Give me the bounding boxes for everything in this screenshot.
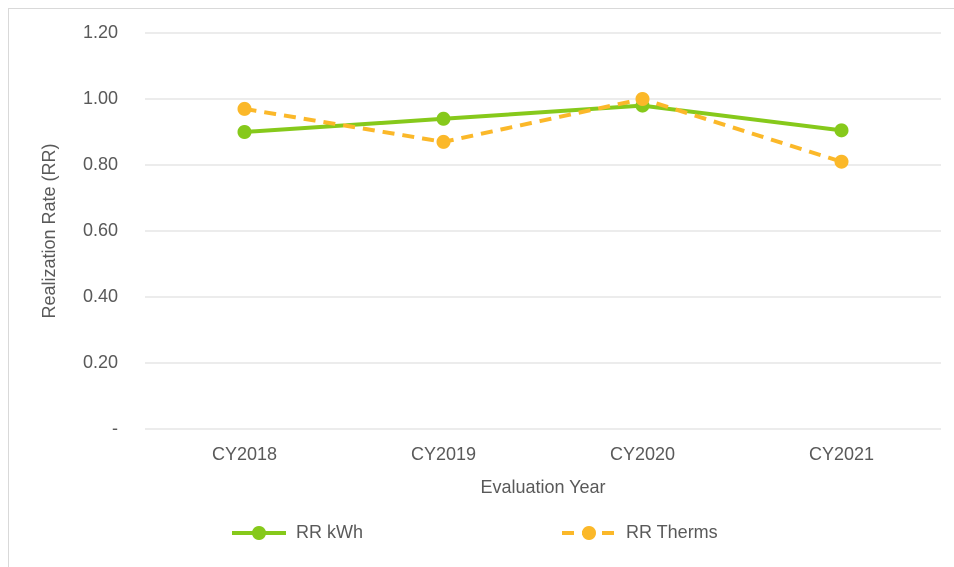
legend-marker xyxy=(582,526,596,540)
y-tick-label: 0.60 xyxy=(83,220,118,240)
y-tick-label: 1.00 xyxy=(83,88,118,108)
point xyxy=(834,154,849,169)
y-tick-label: 0.20 xyxy=(83,352,118,372)
point xyxy=(436,134,451,149)
legend-marker xyxy=(252,526,266,540)
point xyxy=(237,101,252,116)
x-tick-label: CY2021 xyxy=(809,444,874,464)
x-axis-label: Evaluation Year xyxy=(480,477,605,497)
point xyxy=(436,111,451,126)
x-tick-label: CY2019 xyxy=(411,444,476,464)
x-tick-label: CY2018 xyxy=(212,444,277,464)
legend-label: RR kWh xyxy=(296,522,363,542)
legend-label: RR Therms xyxy=(626,522,718,542)
point xyxy=(237,125,252,139)
y-tick-label: 0.80 xyxy=(83,154,118,174)
point xyxy=(834,123,849,138)
y-tick-label: 0.40 xyxy=(83,286,118,306)
y-tick-label: - xyxy=(112,418,118,438)
chart-border xyxy=(8,8,954,567)
point xyxy=(635,92,650,106)
y-tick-label: 1.20 xyxy=(83,22,118,42)
series-line xyxy=(244,96,843,164)
x-tick-label: CY2020 xyxy=(610,444,675,464)
y-axis-label: Realization Rate (RR) xyxy=(39,143,59,318)
